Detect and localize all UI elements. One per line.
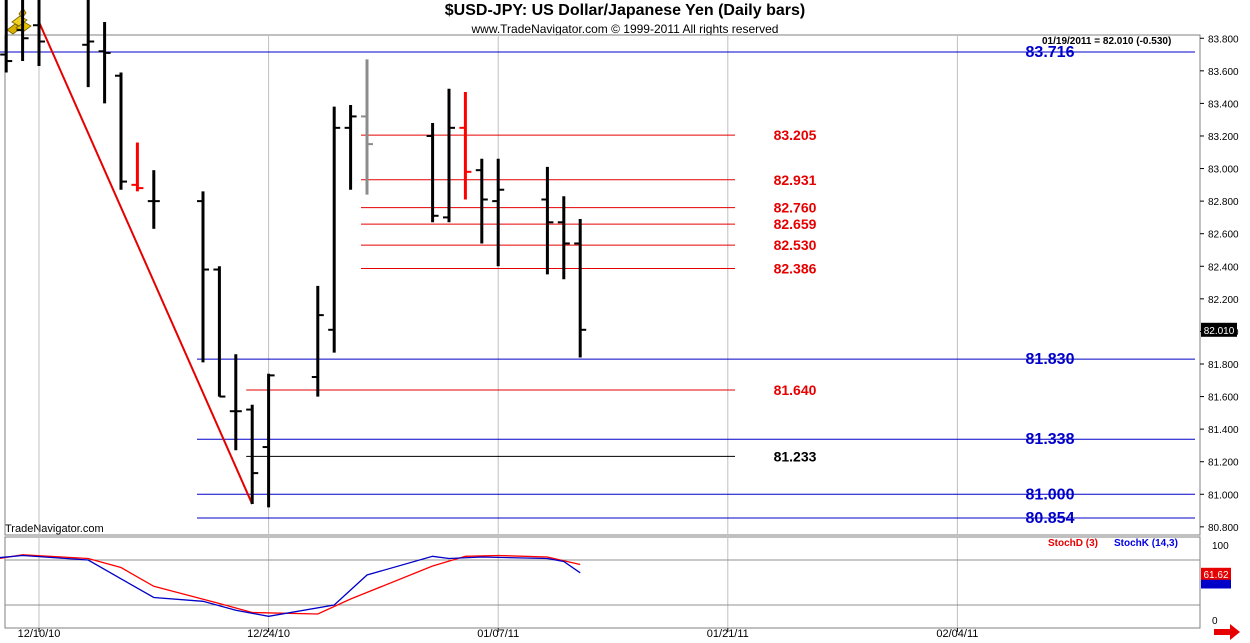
legend-stochk: StochK (14,3) <box>1114 538 1178 549</box>
stoch-y-tick-label: 0 <box>1212 616 1218 627</box>
x-tick-label: 01/21/11 <box>707 628 749 640</box>
y-tick-label: 80.800 <box>1208 523 1239 534</box>
level-label: 82.659 <box>774 216 817 232</box>
level-label: 82.931 <box>774 172 817 188</box>
y-tick-label: 82.200 <box>1208 295 1239 306</box>
legend-stochd: StochD (3) <box>1048 538 1098 549</box>
price-panel-frame <box>4 34 1201 536</box>
stochd-last-label: 61.62 <box>1203 570 1228 581</box>
level-label: 82.760 <box>774 200 817 216</box>
trendline <box>38 21 254 505</box>
level-label: 81.233 <box>774 448 817 464</box>
level-label: 83.205 <box>774 127 817 143</box>
stoch-series-line <box>0 554 581 617</box>
x-tick-label: 12/10/10 <box>18 628 61 640</box>
stoch-panel-frame <box>4 536 1201 629</box>
y-tick-label: 83.400 <box>1208 99 1239 110</box>
y-tick-label: 81.800 <box>1208 360 1239 371</box>
level-label: 83.716 <box>1026 44 1075 61</box>
stoch-y-tick-label: 100 <box>1212 541 1229 552</box>
level-label: 81.000 <box>1026 486 1075 503</box>
level-label: 81.640 <box>774 382 817 398</box>
chart-subtitle: www.TradeNavigator.com © 1999-2011 All r… <box>471 22 779 36</box>
last-price-label: 82.010 <box>1204 326 1235 337</box>
level-label: 82.530 <box>774 237 817 253</box>
level-label: 82.386 <box>774 261 817 277</box>
watermark: TradeNavigator.com <box>5 523 104 535</box>
x-tick-label: 02/04/11 <box>936 628 978 640</box>
y-tick-label: 83.000 <box>1208 165 1239 176</box>
y-tick-label: 82.800 <box>1208 197 1239 208</box>
y-tick-label: 83.800 <box>1208 34 1239 45</box>
y-tick-label: 83.200 <box>1208 132 1239 143</box>
y-tick-label: 81.200 <box>1208 458 1239 469</box>
y-tick-label: 81.000 <box>1208 490 1239 501</box>
x-tick-label: 01/07/11 <box>477 628 519 640</box>
y-tick-label: 82.600 <box>1208 230 1239 241</box>
y-tick-label: 83.600 <box>1208 67 1239 78</box>
level-label: 81.338 <box>1026 431 1075 448</box>
y-tick-label: 81.600 <box>1208 393 1239 404</box>
scroll-right-icon[interactable] <box>1214 624 1240 640</box>
level-label: 81.830 <box>1026 351 1075 368</box>
price-readout: 01/19/2011 = 82.010 (-0.530) <box>1042 36 1172 47</box>
level-label: 80.854 <box>1026 510 1075 527</box>
stochd-last-tag <box>1201 567 1231 580</box>
y-tick-label: 82.400 <box>1208 262 1239 273</box>
y-tick-label: 81.400 <box>1208 425 1239 436</box>
chart-title: $USD-JPY: US Dollar/Japanese Yen (Daily … <box>444 2 806 19</box>
last-price-tag <box>1201 322 1237 337</box>
x-tick-label: 12/24/10 <box>247 628 290 640</box>
